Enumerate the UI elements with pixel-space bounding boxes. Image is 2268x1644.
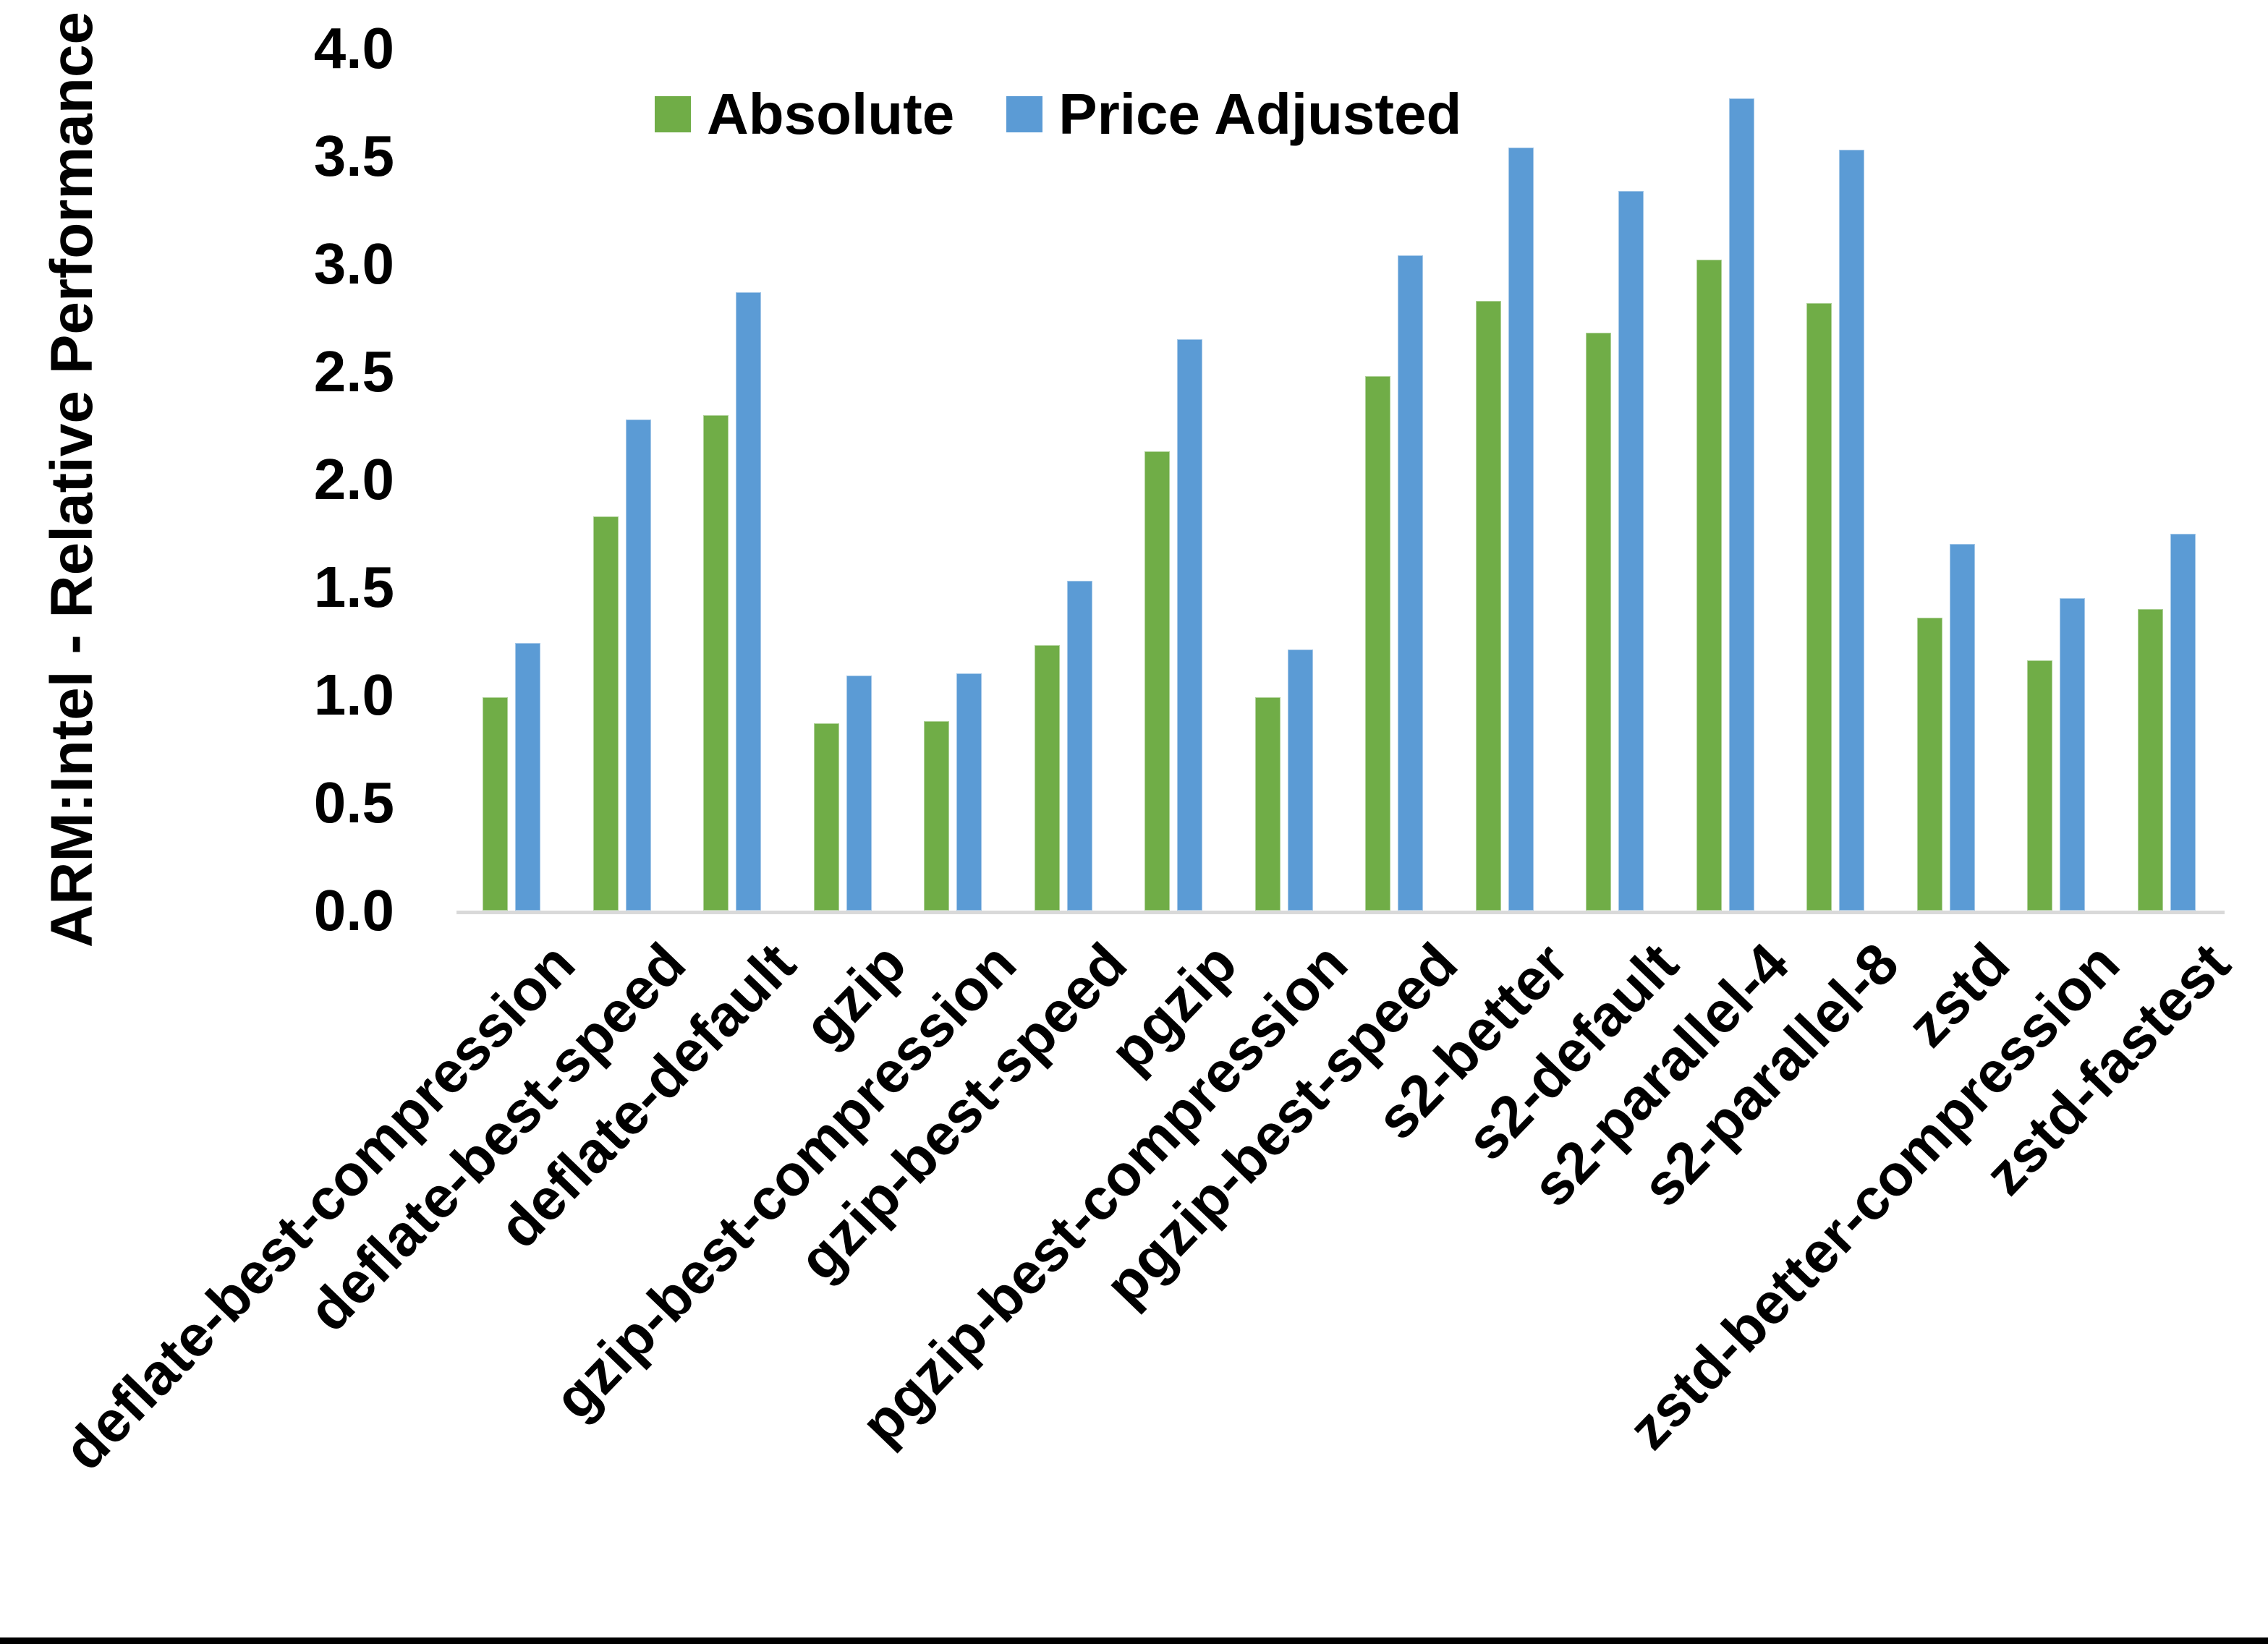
bar-absolute [1254,696,1281,912]
bar-absolute [482,696,509,912]
legend-swatch-absolute [655,96,691,132]
bar-price-adjusted [1286,649,1314,911]
y-axis-title: ARM:Intel - Relative Performance [39,11,105,948]
bar-absolute [1144,451,1171,911]
legend-label-absolute: Absolute [707,82,955,146]
category-group [1339,48,1450,912]
category-group [2001,48,2112,912]
bar-absolute [1695,259,1723,911]
bar-price-adjusted [956,673,983,911]
category-group [1450,48,1560,912]
category-group [898,48,1008,912]
bar-price-adjusted [1507,147,1534,911]
y-tick-label: 3.0 [313,231,394,296]
bar-price-adjusted [845,675,872,911]
bar-price-adjusted [514,642,542,911]
category-group [1229,48,1340,912]
y-tick-label: 4.0 [313,16,394,80]
bar-absolute [702,414,730,912]
bar-price-adjusted [735,291,763,912]
bar-price-adjusted [1066,580,1093,911]
bottom-border-bar [0,1637,2268,1644]
category-group [1118,48,1229,911]
bar-price-adjusted [1728,97,1755,912]
bar-absolute [1033,644,1061,911]
y-tick-label: 1.0 [313,663,394,727]
y-tick-label: 0.5 [313,770,394,835]
category-group [1780,48,1891,912]
category-group [567,48,678,912]
bar-absolute [592,515,619,912]
bar-price-adjusted [1838,149,1866,911]
bar-price-adjusted [1618,189,1645,912]
plot-area [456,48,2222,912]
bar-price-adjusted [1948,543,1976,911]
bar-absolute [1806,302,1833,912]
bar-absolute [1916,616,1943,912]
category-group [456,48,567,912]
legend-swatch-price-adjusted [1006,96,1043,132]
y-tick-label: 1.5 [313,555,394,619]
category-group [788,48,899,912]
category-group [1560,48,1670,912]
bar-price-adjusted [624,418,652,912]
legend: Absolute Price Adjusted [655,78,1461,150]
legend-item-absolute: Absolute [655,78,954,150]
legend-label-price-adjusted: Price Adjusted [1058,82,1462,146]
bar-price-adjusted [1397,255,1424,911]
bar-price-adjusted [2169,532,2196,911]
y-tick-label: 2.5 [313,339,394,404]
category-group [1891,48,2002,912]
bar-price-adjusted [1176,338,1204,911]
y-tick-label: 3.5 [313,124,394,188]
bar-absolute [2136,608,2164,912]
legend-item-price-adjusted: Price Adjusted [1006,78,1461,150]
y-tick-label: 2.0 [313,447,394,511]
category-group [1008,48,1119,911]
bar-absolute [812,722,840,912]
bar-price-adjusted [2059,597,2086,912]
bar-absolute [1474,299,1502,912]
bar-absolute [923,720,951,912]
category-group [677,48,788,912]
bar-absolute [1364,375,1392,912]
bar-absolute [2026,660,2054,911]
category-group [2112,48,2222,912]
bar-absolute [1585,332,1613,911]
y-tick-label: 0.0 [313,878,394,942]
x-axis-line [456,911,2225,914]
category-group [1670,48,1781,912]
